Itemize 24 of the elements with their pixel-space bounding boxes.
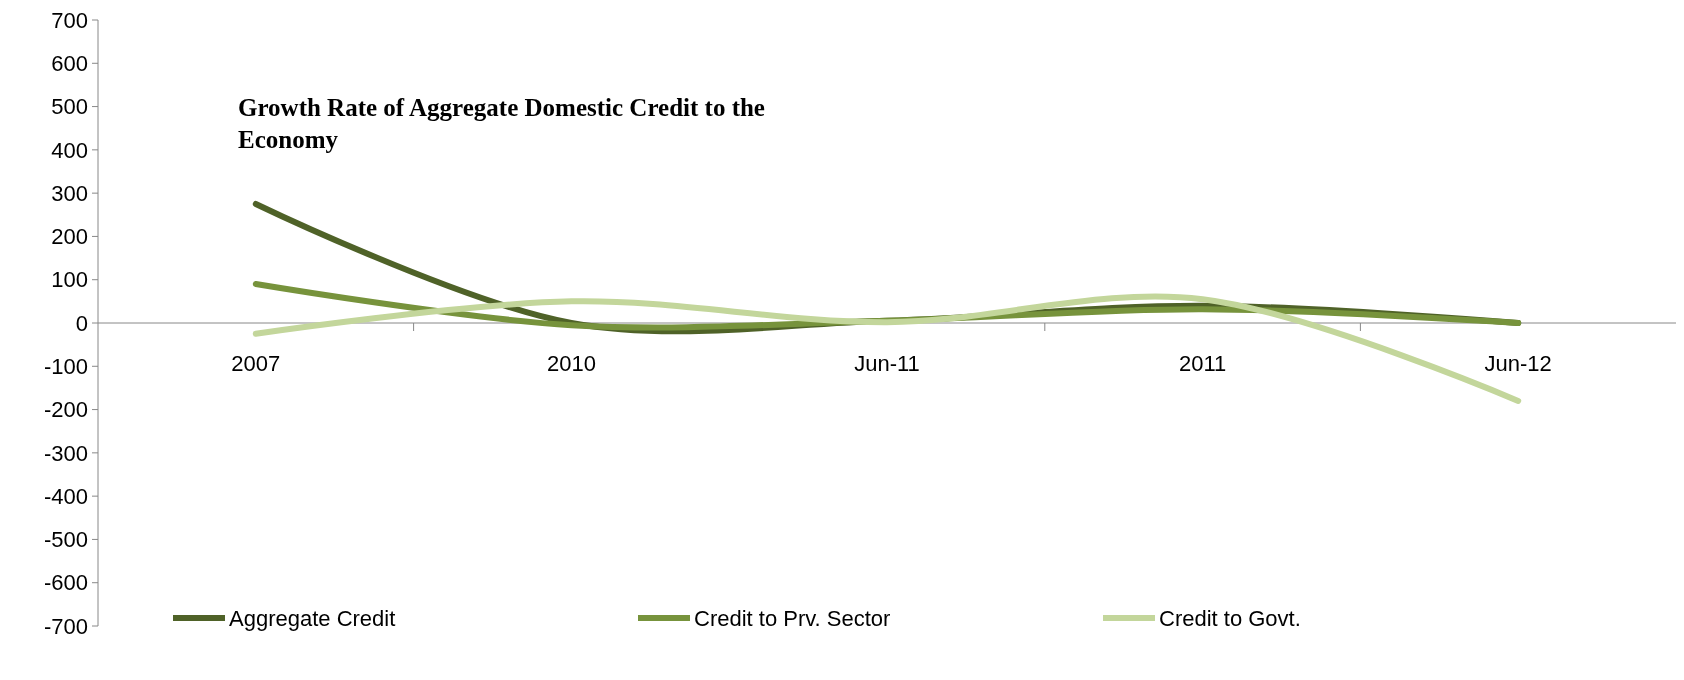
y-tick-label: -400 [43,483,88,509]
x-tick-label: 2007 [231,351,281,376]
x-tick-label: Jun-11 [854,351,920,376]
y-tick-label: 500 [51,94,88,120]
x-tick-label: Jun-12 [1484,351,1552,376]
y-tick-label: -100 [43,353,88,379]
y-tick-label: 200 [51,224,88,250]
y-tick-label: -300 [43,440,88,466]
y-tick-label: 100 [51,267,88,293]
text: Growth Rate of Aggregate Domestic Credit to the Economy [238,94,765,153]
y-tick-label: -700 [43,613,88,639]
y-tick-label: 300 [51,180,88,206]
legend-label: Credit to Prv. Sector [694,605,891,631]
y-tick-label: 600 [51,50,88,76]
x-tick-label: 2010 [546,351,596,376]
x-tick-label: 2011 [1178,351,1227,376]
y-tick-label: 0 [75,310,88,336]
y-tick-label: -500 [43,527,88,553]
legend-label: Aggregate Credit [229,605,396,631]
y-tick-label: 700 [51,7,88,33]
y-tick-label: -600 [43,570,88,596]
legend-label: Credit to Govt. [1159,605,1301,631]
y-tick-label: -200 [43,397,88,423]
y-tick-label: 400 [51,137,88,163]
